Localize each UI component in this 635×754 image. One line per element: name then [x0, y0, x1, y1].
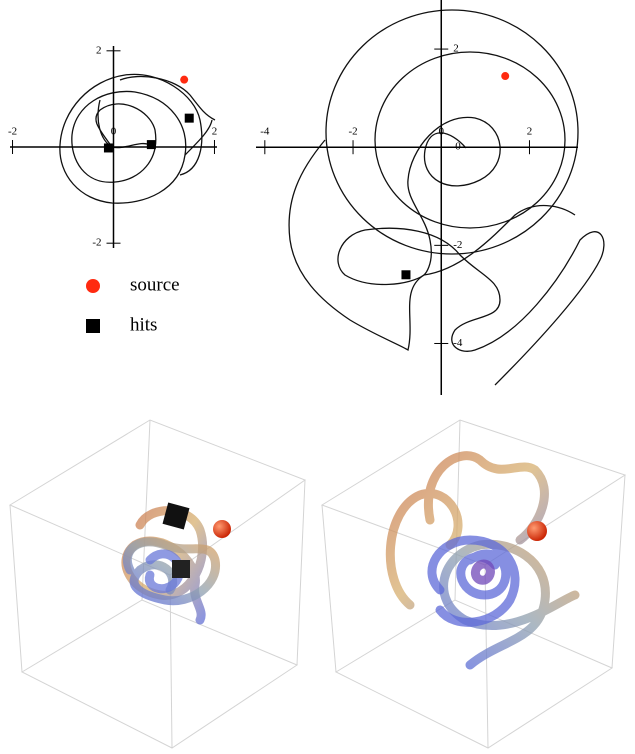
y-tick-label: 0 [455, 141, 461, 153]
y-tick-label: -2 [453, 239, 462, 251]
x-tick-label: 2 [527, 126, 533, 138]
hit-point [401, 270, 411, 280]
trajectory [288, 9, 605, 386]
legend-marker [86, 279, 100, 293]
legend: source hits [86, 274, 180, 335]
x-tick-label: -2 [348, 126, 357, 138]
3d-box [8, 419, 307, 749]
legend-label: source [130, 274, 180, 295]
y-tick-label: -2 [92, 237, 101, 249]
source-point [180, 75, 189, 84]
hit-point [103, 143, 113, 153]
y-tick-label: 2 [453, 43, 459, 55]
3d-box [320, 419, 627, 749]
y-tick-label: -4 [453, 337, 463, 349]
hit-point [146, 140, 156, 150]
legend-label: hits [130, 314, 157, 335]
legend-marker [86, 319, 100, 333]
x-tick-label: -2 [8, 126, 17, 138]
x-tick-label: 2 [212, 126, 218, 138]
trajectory [59, 73, 216, 204]
x-tick-label: -4 [260, 126, 270, 138]
source-point [501, 72, 510, 81]
x-tick-label: 0 [439, 126, 445, 138]
x-tick-label: 0 [111, 126, 117, 138]
plot: -4 -2 0 2 -4 -2 0 2 [256, 0, 578, 395]
hit-point [184, 113, 194, 123]
y-tick-label: 2 [96, 44, 102, 56]
plot: -2 0 2 -2 2 [8, 44, 217, 248]
